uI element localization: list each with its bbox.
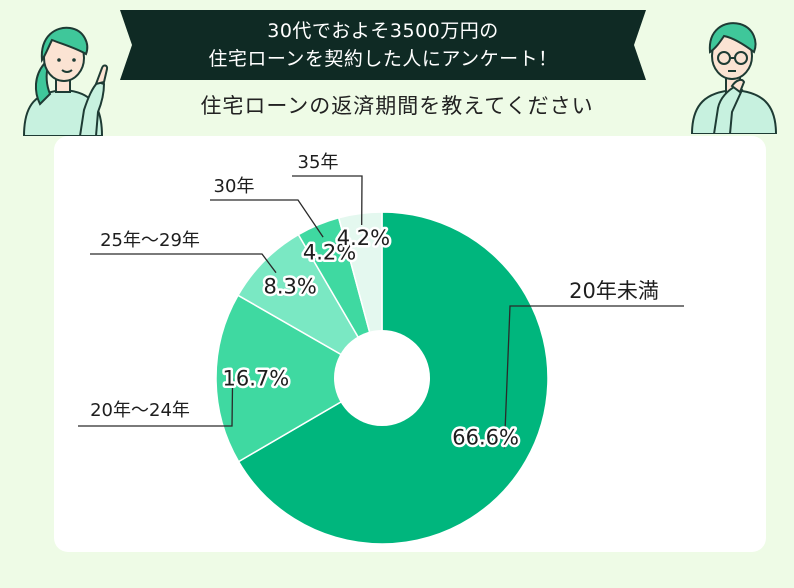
leader-line-4 xyxy=(210,199,324,238)
value-label-4: 4.2% xyxy=(303,240,356,264)
man-thinking-illustration xyxy=(690,22,778,134)
leader-line-2 xyxy=(78,378,234,427)
value-label-1: 66.6% xyxy=(452,426,519,450)
category-label-3: 25年～29年 xyxy=(100,230,200,251)
category-label-4: 30年 xyxy=(214,176,255,197)
banner-shape xyxy=(120,10,646,80)
title-banner: 30代でおよそ3500万円の 住宅ローンを契約した人にアンケート！ xyxy=(120,10,646,80)
category-label-5: 35年 xyxy=(298,152,339,173)
leader-line-1 xyxy=(503,305,684,449)
title-line-2: 住宅ローンを契約した人にアンケート！ xyxy=(208,48,558,70)
slice-2 xyxy=(215,294,384,463)
donut-hole xyxy=(334,330,430,426)
category-label-1: 20年未満 xyxy=(569,279,659,303)
leader-line-5 xyxy=(292,175,363,225)
value-label-5: 4.2% xyxy=(337,226,390,250)
leader-line-3 xyxy=(90,253,277,274)
value-label-2: 16.7% xyxy=(222,366,289,390)
woman-pointing-illustration xyxy=(22,26,109,136)
value-label-3: 8.3% xyxy=(263,275,316,299)
survey-question: 住宅ローンの返済期間を教えてください xyxy=(200,94,594,118)
category-label-2: 20年～24年 xyxy=(90,400,190,421)
title-line-1: 30代でおよそ3500万円の xyxy=(267,20,499,42)
